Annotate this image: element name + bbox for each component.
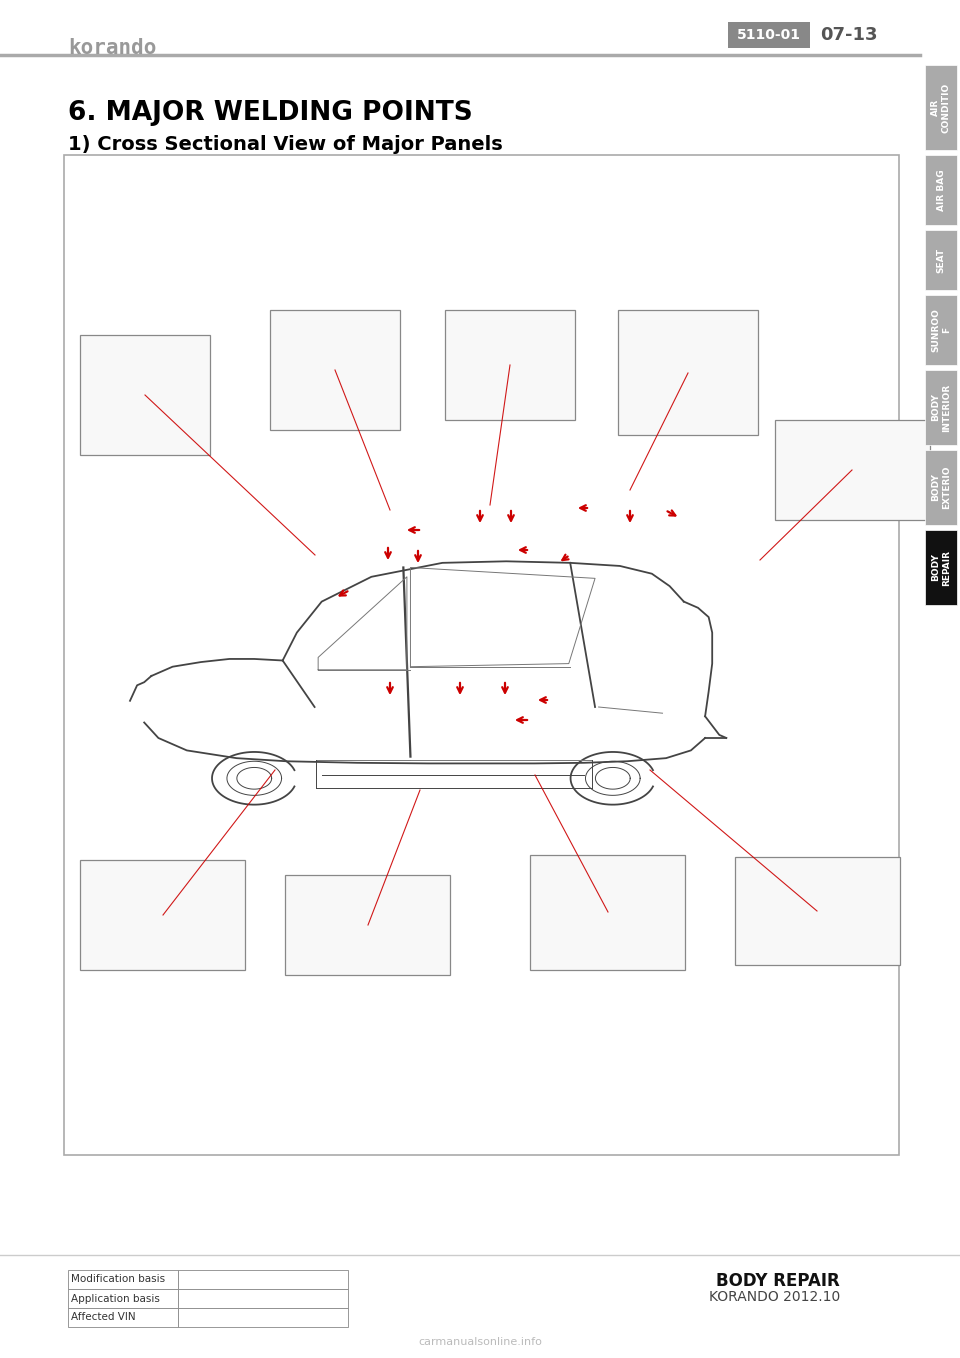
Text: KORANDO 2012.10: KORANDO 2012.10 [708,1290,840,1304]
Bar [618,310,758,435]
Text: BODY REPAIR: BODY REPAIR [716,1272,840,1290]
Bar [68,1308,178,1327]
Text: SEAT: SEAT [937,247,946,273]
Text: carmanualsonline.info: carmanualsonline.info [418,1338,542,1347]
Bar [178,1270,348,1289]
Bar [68,1270,178,1289]
Bar [80,335,210,455]
Text: Application basis: Application basis [71,1294,160,1304]
Text: BODY
EXTERIO: BODY EXTERIO [931,466,950,509]
Bar [68,1289,178,1308]
Bar [530,856,685,970]
Text: BODY
INTERIOR: BODY INTERIOR [931,383,950,432]
Bar [80,860,245,970]
Bar [925,65,957,149]
Text: SUNROO
F: SUNROO F [931,308,950,352]
Bar [925,530,957,606]
Bar [445,310,575,420]
Bar [925,230,957,291]
Text: AIR BAG: AIR BAG [937,170,946,210]
Text: Modification basis: Modification basis [71,1275,165,1285]
Bar [735,857,900,966]
Text: AIR
CONDITIO: AIR CONDITIO [931,83,950,133]
Text: 07-13: 07-13 [820,26,877,43]
Bar [178,1289,348,1308]
Text: 6. MAJOR WELDING POINTS: 6. MAJOR WELDING POINTS [68,100,472,126]
Text: korando: korando [68,38,156,58]
Bar [775,420,930,520]
Text: 1) Cross Sectional View of Major Panels: 1) Cross Sectional View of Major Panels [68,134,503,153]
Text: 5110-01: 5110-01 [737,29,801,42]
Text: BODY
REPAIR: BODY REPAIR [931,550,950,585]
Bar [925,369,957,445]
Bar [925,155,957,225]
Bar [728,22,810,48]
Bar [270,310,400,430]
Bar [925,295,957,365]
Bar [285,875,450,975]
Bar [178,1308,348,1327]
Text: Affected VIN: Affected VIN [71,1312,135,1323]
Bar [64,155,899,1156]
Bar [925,449,957,526]
